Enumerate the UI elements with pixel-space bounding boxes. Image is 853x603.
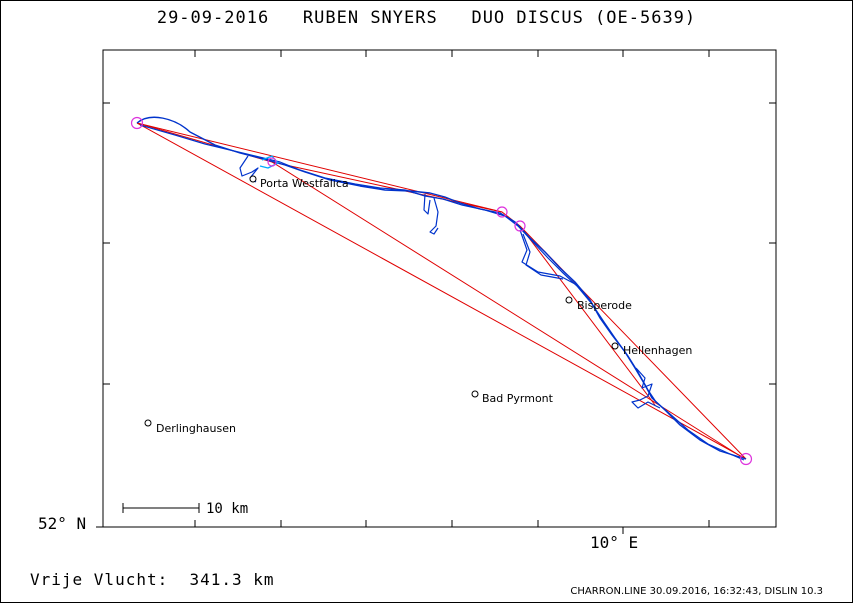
turnpoint-end — [739, 452, 753, 466]
map-border — [102, 49, 777, 528]
latitude-label: 52° N — [38, 514, 87, 533]
free-flight-value: 341.3 km — [189, 570, 275, 589]
place-markers: Porta Westfalica Bisperode Hellenhagen B… — [144, 175, 692, 435]
flight-date: 29-09-2016 — [156, 8, 270, 28]
glider-name: DUO DISCUS (OE-5639) — [471, 8, 697, 28]
place-label: Bisperode — [577, 299, 632, 312]
place-label: Porta Westfalica — [260, 177, 349, 190]
free-flight-distance: Vrije Vlucht: 341.3 km — [30, 570, 275, 589]
turnpoint-2 — [267, 157, 277, 167]
place-bisperode: Bisperode — [565, 296, 632, 312]
longitude-label: 10° E — [590, 533, 639, 552]
scale-bar: 10 km — [122, 501, 248, 517]
scale-bar-label: 10 km — [206, 501, 248, 517]
turnpoint-4 — [514, 220, 526, 232]
turnpoint-start — [130, 116, 144, 130]
task-lines — [136, 122, 747, 460]
flight-title: 29-09-2016 RUBEN SNYERS DUO DISCUS (OE-5… — [0, 8, 853, 28]
place-label: Derlinghausen — [156, 422, 236, 435]
place-porta-westfalica: Porta Westfalica — [249, 175, 349, 190]
turnpoint-3 — [496, 206, 508, 218]
place-label: Bad Pyrmont — [482, 392, 554, 405]
footer-info: CHARRON.LINE 30.09.2016, 16:32:43, DISLI… — [570, 586, 823, 597]
axis-ticks — [96, 50, 776, 534]
place-bad-pyrmont: Bad Pyrmont — [471, 390, 554, 405]
place-label: Hellenhagen — [623, 344, 692, 357]
place-derlinghausen: Derlinghausen — [144, 419, 236, 435]
pilot-name: RUBEN SNYERS — [302, 8, 438, 28]
free-flight-label: Vrije Vlucht: — [30, 570, 169, 589]
turnpoints — [130, 116, 753, 466]
place-hellenhagen: Hellenhagen — [611, 342, 692, 357]
flight-track — [136, 116, 747, 461]
